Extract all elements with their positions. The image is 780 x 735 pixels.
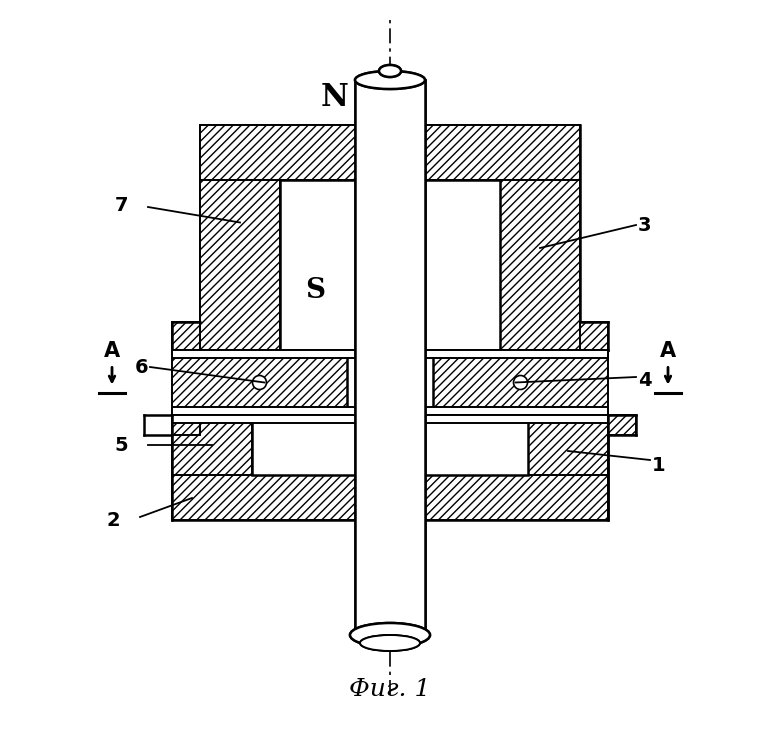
Ellipse shape [350,623,430,647]
Bar [172,350,608,415]
Text: 3: 3 [638,215,651,234]
Text: 1: 1 [652,456,665,475]
Bar [580,322,608,350]
Ellipse shape [355,71,425,89]
Bar [172,415,252,475]
Bar [280,180,500,350]
Bar [355,80,425,635]
Bar [608,415,636,435]
Text: 5: 5 [115,436,128,454]
Ellipse shape [360,635,420,651]
Bar [252,415,528,475]
Text: A: A [104,340,120,360]
Bar [200,125,580,350]
Text: Фиг. 1: Фиг. 1 [349,678,431,701]
Ellipse shape [350,623,430,647]
Bar [172,415,200,435]
Bar [200,125,580,180]
Bar [355,80,425,635]
Ellipse shape [360,635,420,651]
Bar [172,415,608,423]
Circle shape [513,376,527,390]
Ellipse shape [379,65,401,77]
Text: 2: 2 [106,511,120,529]
Bar [172,350,608,358]
Text: A: A [660,340,676,360]
Text: 6: 6 [134,357,148,376]
Bar [528,415,608,475]
Bar [347,350,433,415]
Text: N: N [321,82,349,113]
Ellipse shape [355,71,425,89]
Circle shape [253,376,267,390]
Bar [172,322,200,350]
Text: 4: 4 [638,370,651,390]
Bar [500,180,580,350]
Text: S: S [305,277,325,304]
Bar [172,407,608,415]
Ellipse shape [379,65,401,77]
Bar [172,475,608,520]
Bar [200,180,280,350]
Text: 7: 7 [115,196,128,215]
Bar [172,415,608,520]
